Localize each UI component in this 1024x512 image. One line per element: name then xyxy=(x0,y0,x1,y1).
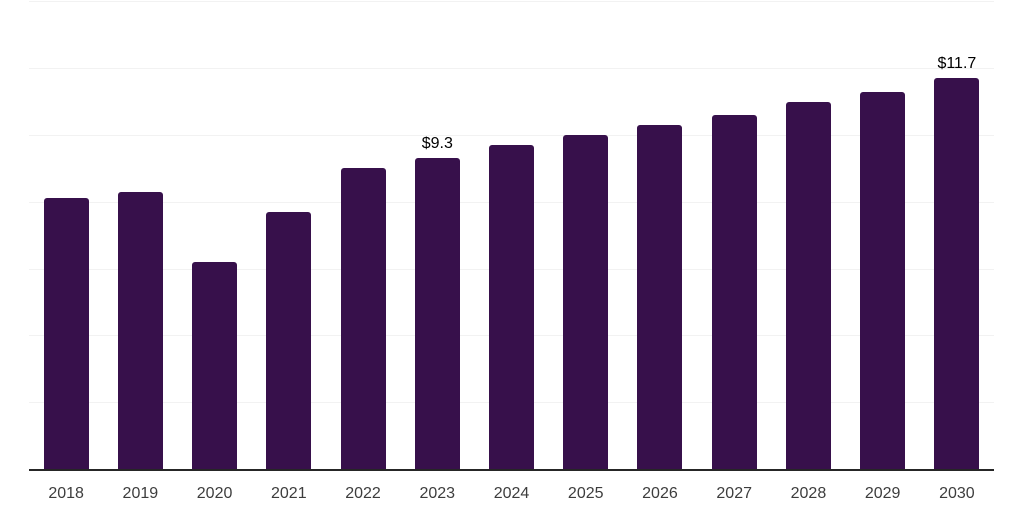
bar-2025[interactable] xyxy=(563,135,609,469)
bar-2018[interactable] xyxy=(43,198,89,469)
bar-2020[interactable] xyxy=(192,261,238,469)
bar-2027[interactable] xyxy=(711,114,757,469)
x-tick-label-2027: 2027 xyxy=(716,485,752,502)
x-tick-label-2019: 2019 xyxy=(122,485,159,502)
bar-2022[interactable] xyxy=(340,168,386,469)
bar-2029[interactable] xyxy=(860,91,906,469)
x-tick-label-2020: 2020 xyxy=(196,485,233,502)
x-axis-line xyxy=(29,469,994,471)
data-label-2030: $11.7 xyxy=(937,55,977,73)
gridline xyxy=(29,68,994,70)
x-tick-label-2023: 2023 xyxy=(419,485,456,502)
x-tick-label-2018: 2018 xyxy=(48,485,84,502)
x-tick-label-2030: 2030 xyxy=(939,485,975,502)
x-tick-label-2028: 2028 xyxy=(790,485,827,502)
x-tick-label-2024: 2024 xyxy=(493,485,530,502)
bar-2030[interactable] xyxy=(934,78,980,469)
bar-2021[interactable] xyxy=(266,211,312,469)
bar-2019[interactable] xyxy=(117,191,163,469)
bar-2028[interactable] xyxy=(785,101,831,469)
bar-2026[interactable] xyxy=(637,124,683,469)
x-tick-label-2026: 2026 xyxy=(642,485,678,502)
bar-2023[interactable] xyxy=(414,158,460,469)
x-tick-label-2025: 2025 xyxy=(567,485,604,502)
bar-2024[interactable] xyxy=(489,145,534,469)
gridline xyxy=(29,1,994,3)
x-tick-label-2029: 2029 xyxy=(864,485,901,502)
gridline xyxy=(29,135,994,136)
data-label-2023: $9.3 xyxy=(421,135,453,153)
x-tick-label-2021: 2021 xyxy=(271,485,307,502)
x-tick-label-2022: 2022 xyxy=(345,485,381,502)
